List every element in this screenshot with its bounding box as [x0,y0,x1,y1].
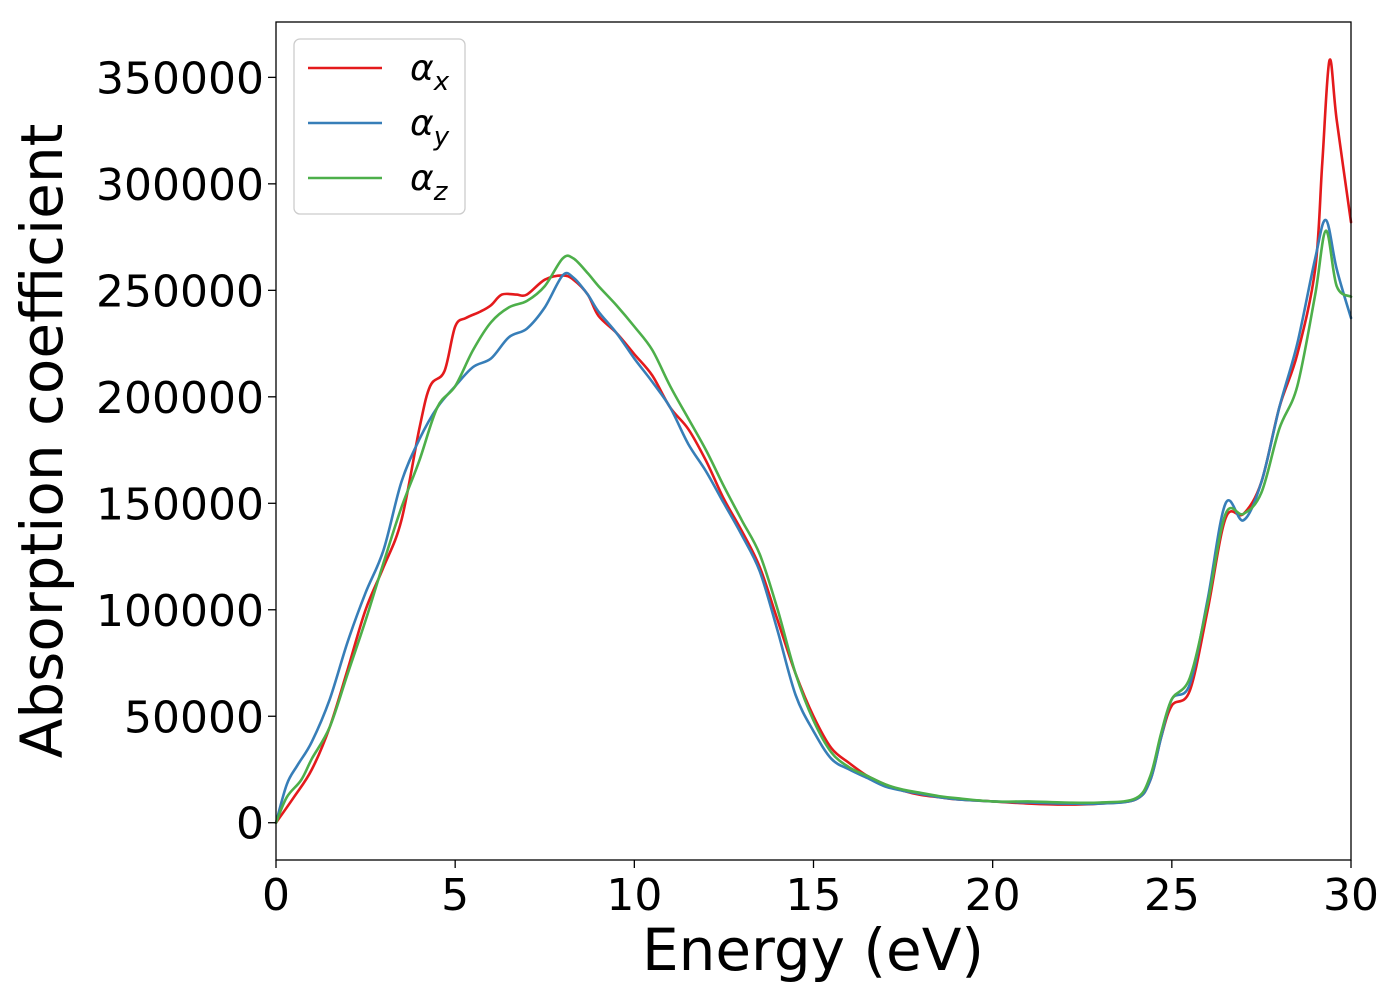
y-tick-label: 300000 [96,160,264,211]
series-line-z [274,229,1353,824]
y-tick-label: 350000 [96,53,264,104]
x-tick-label: 0 [262,870,290,921]
x-tick-label: 15 [786,870,842,921]
y-tick-label: 200000 [96,373,264,424]
y-tick-label: 0 [236,799,264,850]
y-axis-label: Absorption coefficient [8,124,76,759]
x-axis: 0 5 10 15 20 25 30 [262,860,1379,921]
x-tick-label: 10 [606,870,662,921]
series-layer [274,58,1353,824]
legend-label-y: αy [410,103,450,152]
x-tick-label: 20 [965,870,1021,921]
y-tick-label: 100000 [96,586,264,637]
y-tick-label: 250000 [96,266,264,317]
y-axis: 0 50000 100000 150000 200000 250000 300000 3500… [96,53,276,850]
x-axis-label: Energy (eV) [642,916,984,984]
legend-frame [293,38,466,215]
legend: αx αy αz [293,38,466,215]
series-line-y [274,218,1353,824]
x-tick-label: 25 [1144,870,1200,921]
legend-label-x: αx [410,48,450,97]
x-tick-label: 30 [1323,870,1379,921]
y-tick-label: 150000 [96,479,264,530]
y-tick-label: 50000 [124,692,264,743]
x-tick-label: 5 [441,870,469,921]
legend-label-z: αz [410,158,449,207]
